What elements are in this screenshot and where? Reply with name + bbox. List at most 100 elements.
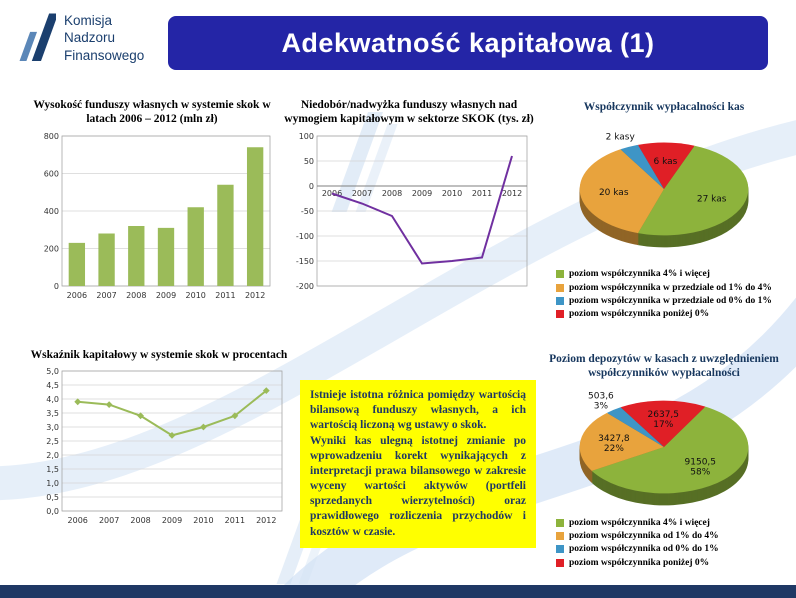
pie-slice (620, 145, 664, 190)
svg-text:2012: 2012 (245, 291, 265, 300)
marker (262, 387, 270, 395)
deposits-pie-legend: poziom współczynnika 4% i więcej poziom w… (540, 517, 788, 570)
svg-text:2,0: 2,0 (46, 451, 59, 460)
svg-text:2011: 2011 (215, 291, 235, 300)
knf-logo-text: Komisja Nadzoru Finansowego (64, 12, 144, 65)
svg-text:20 kas: 20 kas (599, 189, 629, 199)
svg-text:50: 50 (304, 157, 314, 166)
svg-text:1,0: 1,0 (46, 479, 59, 488)
svg-text:2006: 2006 (67, 291, 87, 300)
legend-swatch (556, 310, 564, 319)
bar (68, 242, 86, 286)
svg-text:503,6: 503,6 (588, 391, 614, 401)
svg-text:2010: 2010 (193, 516, 213, 525)
deficit-line-chart: -200 -150 -100 -50 0 50 100 2006 2007 2008 2009 201… (283, 130, 535, 302)
bar (157, 227, 175, 286)
marker (168, 432, 176, 440)
line-series (331, 155, 513, 265)
slide-title-bar: Adekwatność kapitałowa (1) (168, 16, 768, 70)
chart-title: Wysokość funduszy własnych w systemie sk… (33, 99, 271, 126)
note-paragraph-2: Wyniki kas ulegną istotnej zmianie po wp… (310, 434, 526, 538)
footer-bar (0, 585, 796, 598)
svg-text:-50: -50 (301, 207, 314, 216)
pie-slice (579, 412, 664, 471)
chart-title: Niedobór/nadwyżka funduszy własnych nad … (284, 99, 534, 126)
svg-text:400: 400 (44, 207, 59, 216)
svg-text:0: 0 (54, 282, 59, 291)
solvency-pie-svg: 6 kas 27 kas 20 kas 2 kasy (579, 133, 749, 248)
legend-label: poziom współczynnika w przedziale od 0% … (569, 295, 772, 306)
svg-text:100: 100 (299, 132, 314, 141)
marker (137, 412, 144, 420)
chart-solvency-ratio: Współczynnik wypłacalności kas 6 kas 27 k… (540, 100, 788, 322)
bar (217, 184, 234, 286)
logo-line-3: Finansowego (64, 47, 145, 63)
marker (74, 398, 82, 406)
pie-slice (606, 406, 664, 447)
svg-text:4,0: 4,0 (46, 395, 59, 404)
marker (105, 401, 113, 409)
legend-swatch (556, 545, 564, 554)
chart-title: Poziom depozytów w kasach z uwzględnieni… (549, 353, 779, 380)
svg-text:-100: -100 (296, 232, 314, 241)
svg-text:3,5: 3,5 (46, 409, 59, 418)
svg-text:0,0: 0,0 (46, 507, 59, 516)
marker (200, 423, 207, 431)
svg-text:1,5: 1,5 (46, 465, 59, 474)
svg-text:2637,5: 2637,5 (648, 410, 680, 420)
svg-text:2008: 2008 (382, 189, 402, 198)
knf-logo: Komisja Nadzoru Finansowego (10, 6, 144, 70)
svg-text:3427,8: 3427,8 (598, 434, 630, 444)
page-title: Adekwatność kapitałowa (1) (281, 27, 655, 58)
svg-text:800: 800 (44, 132, 59, 141)
pie-slice (637, 146, 749, 236)
svg-text:2009: 2009 (412, 189, 432, 198)
legend-item: poziom współczynnika od 0% do 1% (556, 543, 788, 556)
svg-text:200: 200 (44, 244, 59, 253)
svg-text:2 kasy: 2 kasy (606, 133, 636, 143)
deposits-pie-chart: 2637,5 17% 9150,5 58% 3427,8 22% 503,6 3% (540, 384, 788, 514)
svg-text:2011: 2011 (225, 516, 245, 525)
svg-text:6 kas: 6 kas (654, 158, 678, 168)
svg-text:2012: 2012 (502, 189, 522, 198)
funds-bar-svg: 0 200 400 600 800 2006 2007 2008 2009 2010 2011 201… (44, 132, 271, 300)
svg-text:2008: 2008 (130, 516, 150, 525)
legend-item: poziom współczynnika poniżej 0% (556, 557, 788, 570)
svg-text:58%: 58% (690, 467, 710, 477)
capital-ratio-line-svg: 0,0 0,5 1,0 1,5 2,0 2,5 3,0 3,5 4,0 4,5 5,0 2006 200… (46, 367, 283, 525)
solvency-pie-legend: poziom współczynnika 4% i więcej poziom w… (540, 268, 788, 321)
legend-swatch (556, 283, 564, 292)
marker (231, 412, 239, 420)
svg-text:5,0: 5,0 (46, 367, 59, 376)
svg-text:-200: -200 (296, 282, 314, 291)
legend-item: poziom współczynnika 4% i więcej (556, 517, 788, 530)
svg-text:2007: 2007 (96, 291, 116, 300)
legend-item: poziom współczynnika poniżej 0% (556, 308, 788, 321)
deposits-pie-svg: 2637,517% 9150,558% 3427,822% 503,63% (579, 391, 749, 506)
legend-label: poziom współczynnika 4% i więcej (569, 517, 710, 528)
svg-text:2006: 2006 (68, 516, 88, 525)
legend-item: poziom współczynnika 4% i więcej (556, 268, 788, 281)
chart-deposits: Poziom depozytów w kasach z uwzględnieni… (540, 352, 788, 570)
chart-title: Wskaźnik kapitałowy w systemie skok w pr… (30, 349, 288, 361)
svg-text:3%: 3% (594, 401, 609, 411)
pie-slice (579, 149, 664, 234)
legend-item: poziom współczynnika w przedziale od 1% … (556, 282, 788, 295)
chart-own-funds: Wysokość funduszy własnych w systemie sk… (28, 98, 276, 302)
legend-item: poziom współczynnika od 1% do 4% (556, 530, 788, 543)
svg-text:2008: 2008 (126, 291, 146, 300)
svg-text:17%: 17% (653, 420, 673, 430)
svg-text:2007: 2007 (99, 516, 119, 525)
bar (246, 147, 264, 286)
svg-text:2009: 2009 (156, 291, 176, 300)
legend-swatch (556, 558, 564, 567)
svg-text:2010: 2010 (442, 189, 462, 198)
svg-text:2012: 2012 (256, 516, 276, 525)
svg-text:4,5: 4,5 (46, 381, 59, 390)
knf-logo-icon (19, 13, 56, 62)
pie-slice (620, 400, 706, 447)
legend-swatch (556, 270, 564, 279)
legend-label: poziom współczynnika w przedziale od 1% … (569, 282, 772, 293)
